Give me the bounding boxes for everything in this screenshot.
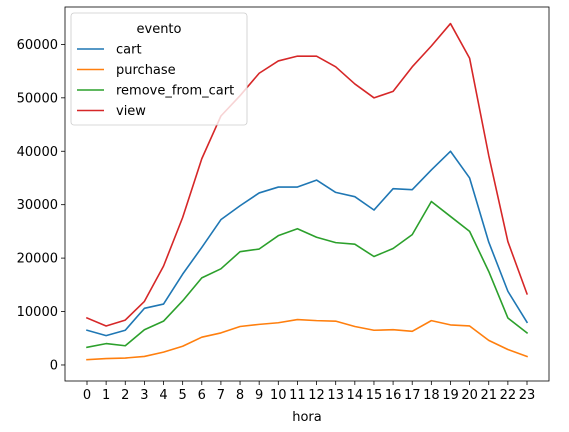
x-tick-label: 3 — [140, 388, 148, 403]
x-tick-label: 9 — [255, 388, 263, 403]
legend-label-cart: cart — [116, 43, 142, 58]
y-tick-label: 40000 — [17, 145, 58, 160]
y-tick-label: 60000 — [17, 38, 58, 53]
x-tick-label: 6 — [198, 388, 206, 403]
x-tick-label: 22 — [500, 388, 517, 403]
x-axis-ticks: 0 1 2 3 4 5 6 7 8 9 10 11 12 13 14 15 16 17 18 19 20 21 22 23 — [83, 381, 535, 403]
x-tick-label: 8 — [236, 388, 244, 403]
x-tick-label: 11 — [289, 388, 306, 403]
y-tick-label: 30000 — [17, 198, 58, 213]
x-tick-label: 19 — [442, 388, 459, 403]
x-tick-label: 16 — [385, 388, 402, 403]
y-tick-label: 10000 — [17, 305, 58, 320]
x-tick-label: 0 — [83, 388, 91, 403]
legend-label-view: view — [116, 104, 146, 119]
legend-box — [70, 12, 248, 126]
y-tick-label: 0 — [50, 358, 58, 373]
x-tick-label: 10 — [270, 388, 287, 403]
y-axis-ticks: 0 10000 20000 30000 40000 50000 60000 — [17, 38, 65, 373]
x-tick-label: 17 — [404, 388, 421, 403]
series-line-view — [85, 22, 529, 327]
series-line-purchase — [86, 318, 529, 361]
legend-title: evento — [137, 22, 182, 37]
axes-frame — [64, 6, 550, 382]
series-line-remove-from-cart — [86, 200, 529, 349]
x-tick-label: 5 — [179, 388, 187, 403]
y-tick-label: 50000 — [17, 91, 58, 106]
x-tick-label: 2 — [121, 388, 129, 403]
x-tick-label: 15 — [366, 388, 383, 403]
legend-label-remove-from-cart: remove_from_cart — [116, 84, 234, 99]
series-lines — [85, 22, 529, 361]
x-tick-label: 1 — [102, 388, 110, 403]
x-tick-label: 21 — [480, 388, 497, 403]
x-axis-label: hora — [292, 410, 322, 425]
x-tick-label: 14 — [347, 388, 364, 403]
y-tick-label: 20000 — [17, 252, 58, 267]
legend-label-purchase: purchase — [116, 63, 176, 78]
series-line-cart — [86, 150, 529, 337]
x-tick-label: 12 — [308, 388, 325, 403]
x-tick-label: 13 — [327, 388, 344, 403]
x-tick-label: 4 — [159, 388, 167, 403]
x-tick-label: 20 — [461, 388, 478, 403]
x-tick-label: 18 — [423, 388, 440, 403]
x-tick-label: 23 — [519, 388, 536, 403]
x-tick-label: 7 — [217, 388, 225, 403]
